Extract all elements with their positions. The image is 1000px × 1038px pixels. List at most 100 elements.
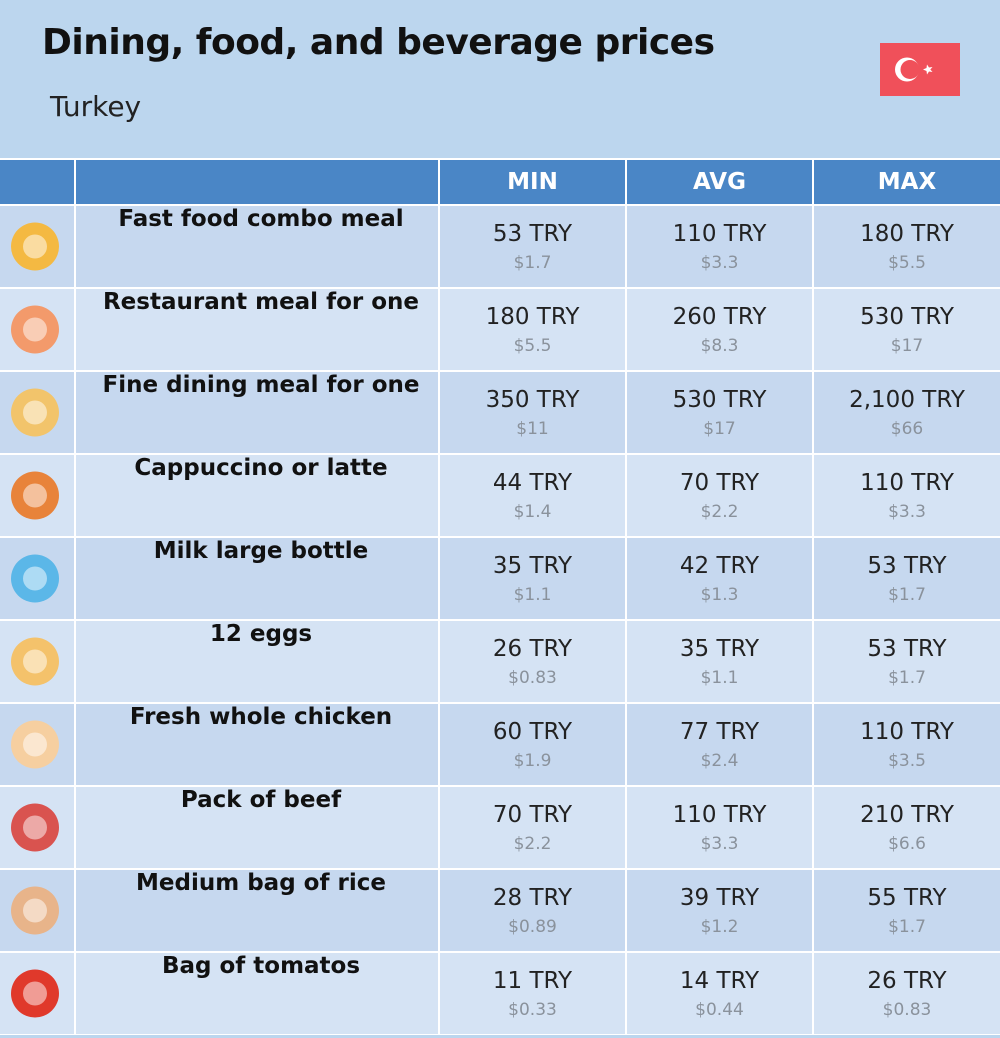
price-cell: 77 TRY $2.4 bbox=[627, 704, 812, 785]
food-icon bbox=[11, 222, 59, 271]
price-cell: 70 TRY $2.2 bbox=[440, 787, 625, 868]
item-name: Fine dining meal for one bbox=[76, 372, 438, 453]
local-price: 180 TRY bbox=[485, 303, 580, 330]
local-price: 2,100 TRY bbox=[849, 386, 965, 413]
local-price: 42 TRY bbox=[679, 552, 760, 579]
item-name: Medium bag of rice bbox=[76, 870, 438, 951]
price-cell: 14 TRY $0.44 bbox=[627, 953, 812, 1034]
price-cell: 260 TRY $8.3 bbox=[627, 289, 812, 370]
column-header: AVG bbox=[627, 160, 812, 204]
usd-price: $1.7 bbox=[888, 916, 926, 937]
local-price: 530 TRY bbox=[860, 303, 954, 330]
food-icon bbox=[11, 637, 59, 686]
price-cell: 28 TRY $0.89 bbox=[440, 870, 625, 951]
local-price: 180 TRY bbox=[860, 220, 954, 247]
usd-price: $1.7 bbox=[513, 252, 552, 273]
usd-price: $17 bbox=[703, 418, 736, 439]
item-name: Fresh whole chicken bbox=[76, 704, 438, 785]
item-name: Restaurant meal for one bbox=[76, 289, 438, 370]
local-price: 26 TRY bbox=[492, 635, 573, 662]
price-cell: 60 TRY $1.9 bbox=[440, 704, 625, 785]
food-icon bbox=[11, 554, 59, 603]
local-price: 350 TRY bbox=[485, 386, 580, 413]
row-icon bbox=[0, 953, 74, 1034]
title: Dining, food, and beverage prices bbox=[42, 22, 715, 63]
food-icon bbox=[11, 471, 59, 520]
usd-price: $5.5 bbox=[888, 252, 926, 273]
row-icon bbox=[0, 870, 74, 951]
item-name: Fast food combo meal bbox=[76, 206, 438, 287]
usd-price: $0.83 bbox=[882, 999, 932, 1020]
price-cell: 110 TRY $3.3 bbox=[627, 206, 812, 287]
price-cell: 530 TRY $17 bbox=[814, 289, 1000, 370]
price-cell: 2,100 TRY $66 bbox=[814, 372, 1000, 453]
price-cell: 35 TRY $1.1 bbox=[627, 621, 812, 702]
usd-price: $5.5 bbox=[513, 335, 552, 356]
usd-price: $3.3 bbox=[700, 833, 739, 854]
usd-price: $66 bbox=[890, 418, 924, 439]
price-cell: 35 TRY $1.1 bbox=[440, 538, 625, 619]
local-price: 110 TRY bbox=[860, 718, 954, 745]
price-cell: 42 TRY $1.3 bbox=[627, 538, 812, 619]
local-price: 28 TRY bbox=[492, 884, 573, 911]
subtitle: Turkey bbox=[50, 90, 142, 123]
usd-price: $1.2 bbox=[700, 916, 739, 937]
price-cell: 180 TRY $5.5 bbox=[814, 206, 1000, 287]
price-cell: 55 TRY $1.7 bbox=[814, 870, 1000, 951]
local-price: 26 TRY bbox=[867, 967, 947, 994]
flag bbox=[880, 43, 960, 96]
usd-price: $0.89 bbox=[508, 916, 557, 937]
price-cell: 350 TRY $11 bbox=[440, 372, 625, 453]
usd-price: $2.2 bbox=[513, 833, 552, 854]
usd-price: $8.3 bbox=[700, 335, 739, 356]
local-price: 53 TRY bbox=[867, 635, 947, 662]
item-name: Cappuccino or latte bbox=[76, 455, 438, 536]
usd-price: $1.7 bbox=[888, 667, 926, 688]
row-icon bbox=[0, 372, 74, 453]
food-icon bbox=[11, 803, 59, 852]
local-price: 53 TRY bbox=[492, 220, 573, 247]
local-price: 110 TRY bbox=[672, 220, 767, 247]
row-icon bbox=[0, 787, 74, 868]
item-name: Bag of tomatos bbox=[76, 953, 438, 1034]
food-icon bbox=[11, 886, 59, 935]
food-icon bbox=[11, 305, 59, 354]
row-icon bbox=[0, 206, 74, 287]
row-icon bbox=[0, 289, 74, 370]
food-icon bbox=[11, 969, 59, 1018]
local-price: 70 TRY bbox=[679, 469, 760, 496]
usd-price: $1.7 bbox=[888, 584, 926, 605]
column-header: MAX bbox=[814, 160, 1000, 204]
usd-price: $3.5 bbox=[888, 750, 926, 771]
price-cell: 53 TRY $1.7 bbox=[440, 206, 625, 287]
local-price: 110 TRY bbox=[672, 801, 767, 828]
usd-price: $0.44 bbox=[695, 999, 744, 1020]
usd-price: $1.1 bbox=[700, 667, 739, 688]
price-cell: 180 TRY $5.5 bbox=[440, 289, 625, 370]
header-cell bbox=[0, 160, 74, 204]
usd-price: $11 bbox=[516, 418, 549, 439]
usd-price: $3.3 bbox=[888, 501, 926, 522]
price-cell: 110 TRY $3.3 bbox=[627, 787, 812, 868]
local-price: 53 TRY bbox=[867, 552, 947, 579]
local-price: 77 TRY bbox=[679, 718, 760, 745]
item-name: Pack of beef bbox=[76, 787, 438, 868]
usd-price: $2.4 bbox=[700, 750, 739, 771]
price-cell: 530 TRY $17 bbox=[627, 372, 812, 453]
local-price: 44 TRY bbox=[492, 469, 573, 496]
price-table: MIN AVG MAX Fast food combo meal 53 TRY $1.7 1… bbox=[0, 158, 1000, 1035]
price-cell: 44 TRY $1.4 bbox=[440, 455, 625, 536]
price-cell: 11 TRY $0.33 bbox=[440, 953, 625, 1034]
local-price: 210 TRY bbox=[860, 801, 954, 828]
row-icon bbox=[0, 538, 74, 619]
price-cell: 53 TRY $1.7 bbox=[814, 621, 1000, 702]
header-cell bbox=[76, 160, 438, 204]
row-icon bbox=[0, 455, 74, 536]
column-header: MIN bbox=[440, 160, 625, 204]
local-price: 530 TRY bbox=[672, 386, 767, 413]
usd-price: $6.6 bbox=[888, 833, 926, 854]
local-price: 35 TRY bbox=[492, 552, 573, 579]
local-price: 70 TRY bbox=[492, 801, 573, 828]
price-cell: 110 TRY $3.5 bbox=[814, 704, 1000, 785]
